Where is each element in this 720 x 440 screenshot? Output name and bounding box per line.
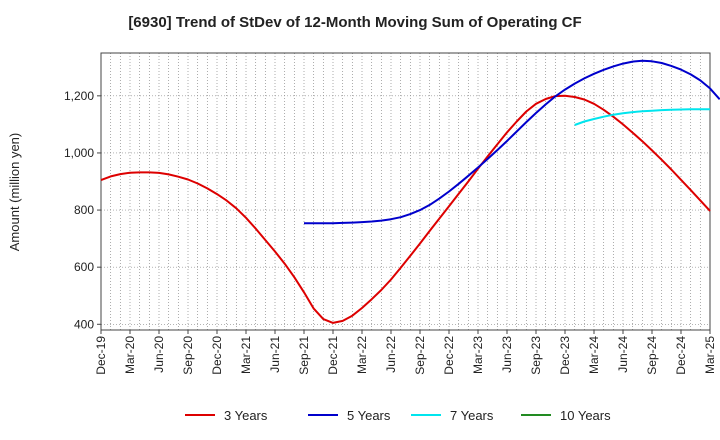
y-tick-labels: 400 600 800 1,000 1,200 (64, 89, 101, 331)
grid-lines (101, 53, 710, 330)
x-tick-label: Sep-21 (297, 336, 311, 375)
x-tick-label: Sep-22 (413, 336, 427, 375)
x-tick-label: Mar-20 (123, 336, 137, 374)
series-lines (100, 59, 720, 324)
series-line-3-years (100, 94, 711, 324)
legend-label: 7 Years (450, 408, 494, 423)
legend: 3 Years 5 Years 7 Years 10 Years (185, 408, 611, 423)
x-tick-label: Mar-23 (471, 336, 485, 374)
legend-item-10-years: 10 Years (521, 408, 611, 423)
x-tick-label: Mar-24 (587, 336, 601, 374)
x-tick-label: Sep-23 (529, 336, 543, 375)
x-tick-label: Jun-21 (268, 336, 282, 373)
legend-label: 10 Years (560, 408, 611, 423)
legend-item-5-years: 5 Years (308, 408, 391, 423)
x-tick-label: Dec-19 (94, 336, 108, 375)
series-line-7-years (574, 108, 710, 126)
y-tick-label: 600 (74, 260, 94, 274)
x-tick-label: Sep-20 (181, 336, 195, 375)
x-tick-label: Jun-22 (384, 336, 398, 373)
plot-area-frame (100, 52, 711, 331)
x-tick-label: Mar-25 (703, 336, 717, 374)
series-line-5-years (304, 59, 720, 225)
x-tick-labels: Dec-19 Mar-20 Jun-20 Sep-20 Dec-20 Mar-21 Jun-… (94, 330, 717, 375)
x-tick-label: Dec-21 (326, 336, 340, 375)
legend-label: 3 Years (224, 408, 268, 423)
legend-item-3-years: 3 Years (185, 408, 268, 423)
x-tick-label: Sep-24 (645, 336, 659, 375)
x-tick-label: Dec-20 (210, 336, 224, 375)
y-axis-label: Amount (million yen) (7, 133, 22, 252)
y-tick-label: 1,200 (64, 89, 94, 103)
x-tick-label: Jun-24 (616, 336, 630, 373)
x-tick-label: Mar-21 (239, 336, 253, 374)
chart-title: [6930] Trend of StDev of 12-Month Moving… (128, 14, 581, 31)
x-tick-label: Dec-23 (558, 336, 572, 375)
y-tick-label: 800 (74, 203, 94, 217)
y-tick-label: 400 (74, 317, 94, 331)
x-tick-label: Jun-20 (152, 336, 166, 373)
x-tick-label: Dec-22 (442, 336, 456, 375)
x-tick-label: Dec-24 (674, 336, 688, 375)
legend-item-7-years: 7 Years (411, 408, 494, 423)
x-tick-label: Mar-22 (355, 336, 369, 374)
x-tick-label: Jun-23 (500, 336, 514, 373)
y-tick-label: 1,000 (64, 146, 94, 160)
legend-label: 5 Years (347, 408, 391, 423)
